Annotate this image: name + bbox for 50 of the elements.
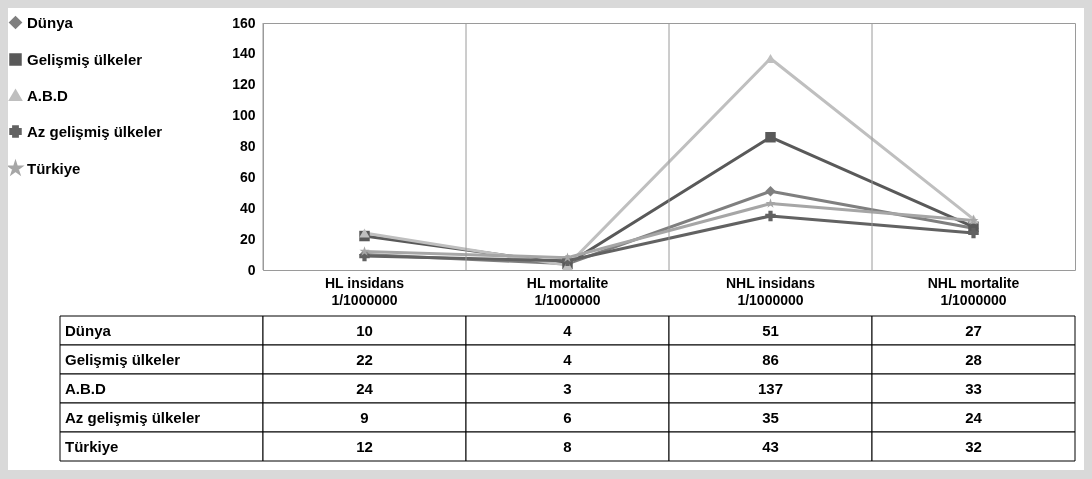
data-label: 43 [762,437,779,455]
data-label: 12 [356,437,373,455]
legend-label: Türkiye [27,159,81,177]
point [765,198,776,208]
y-tick-label: 120 [232,76,256,93]
data-label: 35 [762,408,779,426]
text: Az gelişmiş ülkeler [65,408,201,426]
data-label: 3 [563,379,572,397]
y-tick-label: 100 [232,107,256,124]
legend-label: Dünya [27,13,74,31]
y-tick-label: 60 [239,168,256,185]
point [968,227,979,239]
x-tick-label: NHL insidans 1/1000000 [725,274,816,308]
data-label: 4 [563,350,573,368]
y-tick-label: 0 [247,261,256,278]
data-label: 28 [965,350,982,368]
legend-label: Az gelişmiş ülkeler [27,122,163,140]
legend-label: A.B.D [27,86,68,104]
data-label: 24 [965,408,983,426]
data-label: 22 [356,350,373,368]
legend-label: Gelişmiş ülkeler [27,50,143,68]
y-tick-label: 40 [239,199,256,216]
text: Dünya [65,321,111,339]
data-label: 24 [356,379,374,397]
data-label: 33 [965,379,982,397]
data-label: 10 [356,321,373,339]
data-label: 4 [563,321,573,339]
data-label: 32 [965,437,982,455]
data-label: 86 [762,350,779,368]
data-label: 8 [563,437,572,455]
y-tick-label: 140 [232,45,256,62]
point [359,228,370,238]
data-label: 51 [762,321,779,339]
text: Türkiye [65,437,119,455]
text: A.B.D [65,379,106,397]
data-label: 6 [563,408,572,426]
point [765,210,776,222]
data-label: 27 [965,321,982,339]
y-tick-label: 20 [239,230,256,247]
x-tick-label: HL mortalite 1/1000000 [526,274,609,308]
point [359,246,370,256]
x-tick-label: NHL mortalite 1/1000000 [927,274,1020,308]
x-tick-label: HL insidans 1/1000000 [324,274,405,308]
point [765,131,776,143]
y-tick-label: 80 [239,138,256,154]
point [765,186,776,197]
data-label: 137 [757,379,784,397]
text: Gelişmiş ülkeler [65,350,181,368]
y-tick-label: 160 [232,14,256,31]
data-label: 9 [360,408,369,426]
